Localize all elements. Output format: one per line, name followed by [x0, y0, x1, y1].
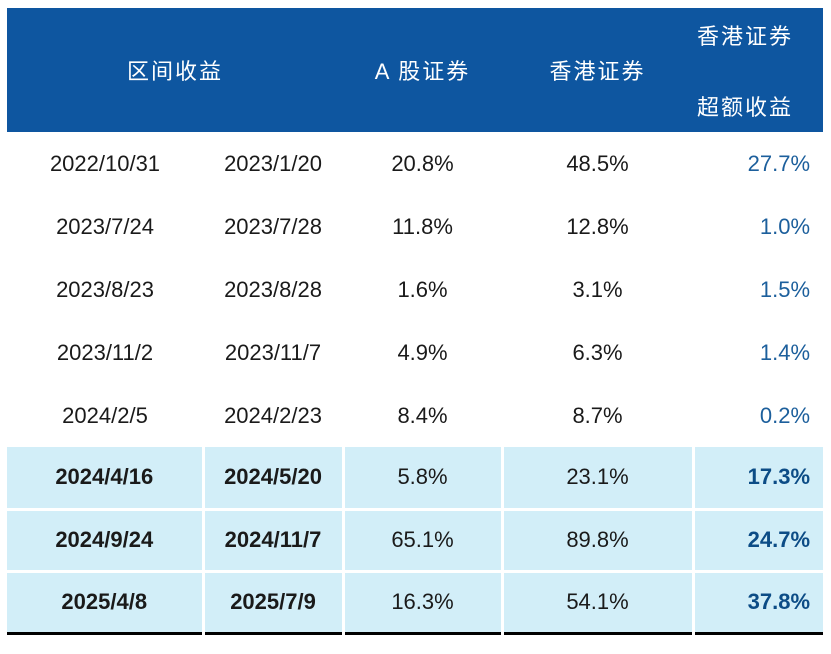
cell-start-date: 2023/7/24: [56, 213, 154, 239]
table-row: 2024/2/5 2024/2/23 8.4% 8.7% 0.2%: [7, 384, 823, 447]
cell-hk-return: 6.3%: [572, 339, 623, 365]
cell-hk-excess-return: 37.8%: [691, 569, 824, 633]
returns-table-page: 区间收益 A 股证券 香港证券 香港证券 超额收益 2022/10/31 202…: [7, 8, 824, 635]
cell-start-date: 2024/4/16: [7, 447, 203, 509]
interval-returns-table: 区间收益 A 股证券 香港证券 香港证券 超额收益 2022/10/31 202…: [7, 8, 824, 635]
cell-hk-excess-return: 27.7%: [747, 150, 811, 176]
cell-hk-excess-return: 17.3%: [691, 447, 824, 509]
cell-a-share-return: 5.8%: [341, 447, 503, 509]
cell-end-date: 2023/7/28: [224, 213, 322, 239]
table-row: 2024/4/16 2024/5/20 5.8% 23.1% 17.3%: [7, 447, 824, 509]
cell-hk-return: 3.1%: [572, 276, 623, 302]
cell-end-date: 2024/2/23: [224, 402, 322, 428]
cell-hk-return: 23.1%: [500, 447, 694, 509]
cell-end-date: 2023/11/7: [224, 339, 322, 365]
cell-hk-return: 48.5%: [566, 150, 629, 176]
cell-end-date: 2025/7/9: [201, 569, 344, 633]
cell-a-share-return: 20.8%: [391, 150, 454, 176]
header-row: 区间收益 A 股证券 香港证券 香港证券 超额收益: [7, 8, 824, 132]
cell-hk-return: 8.7%: [572, 402, 623, 428]
cell-hk-excess-return: 24.7%: [691, 507, 824, 571]
cell-hk-excess-return: 0.2%: [759, 402, 811, 428]
cell-a-share-return: 4.9%: [397, 339, 448, 365]
header-a-share: A 股证券: [343, 8, 503, 132]
table-row: 2025/4/8 2025/7/9 16.3% 54.1% 37.8%: [7, 569, 824, 633]
cell-hk-excess-return: 1.5%: [759, 276, 811, 302]
cell-end-date: 2024/5/20: [201, 447, 344, 509]
table-row: 2022/10/31 2023/1/20 20.8% 48.5% 27.7%: [7, 132, 823, 195]
cell-a-share-return: 1.6%: [397, 276, 448, 302]
table-header: 区间收益 A 股证券 香港证券 香港证券 超额收益: [7, 8, 824, 132]
cell-a-share-return: 65.1%: [341, 507, 503, 571]
cell-end-date: 2023/8/28: [224, 276, 322, 302]
cell-start-date: 2023/8/23: [56, 276, 154, 302]
table-row: 2023/11/2 2023/11/7 4.9% 6.3% 1.4%: [7, 321, 823, 384]
header-hk-excess: 香港证券 超额收益: [693, 8, 824, 132]
cell-hk-excess-return: 1.0%: [759, 213, 811, 239]
table-body: 2022/10/31 2023/1/20 20.8% 48.5% 27.7% 2…: [7, 132, 824, 633]
table-row: 2023/8/23 2023/8/28 1.6% 3.1% 1.5%: [7, 258, 823, 321]
header-hk: 香港证券: [502, 8, 694, 132]
table-row: 2024/9/24 2024/11/7 65.1% 89.8% 24.7%: [7, 507, 824, 571]
cell-a-share-return: 11.8%: [392, 213, 453, 239]
cell-a-share-return: 16.3%: [341, 569, 503, 633]
header-hk-excess-lines: 香港证券 超额收益: [693, 8, 823, 132]
header-interval-return: 区间收益: [7, 8, 344, 132]
cell-start-date: 2023/11/2: [56, 339, 154, 365]
cell-hk-return: 54.1%: [500, 569, 694, 633]
cell-end-date: 2023/1/20: [224, 150, 322, 176]
cell-start-date: 2024/9/24: [7, 507, 203, 571]
cell-hk-excess-return: 1.4%: [759, 339, 811, 365]
cell-start-date: 2025/4/8: [7, 569, 203, 633]
cell-hk-return: 12.8%: [566, 213, 629, 239]
header-hk-excess-line2: 超额收益: [697, 94, 794, 120]
cell-start-date: 2024/2/5: [62, 402, 148, 428]
cell-start-date: 2022/10/31: [49, 150, 161, 176]
header-hk-excess-line1: 香港证券: [697, 23, 794, 49]
cell-end-date: 2024/11/7: [201, 507, 344, 571]
table-row: 2023/7/24 2023/7/28 11.8% 12.8% 1.0%: [7, 195, 823, 258]
cell-a-share-return: 8.4%: [397, 402, 448, 428]
cell-hk-return: 89.8%: [500, 507, 694, 571]
